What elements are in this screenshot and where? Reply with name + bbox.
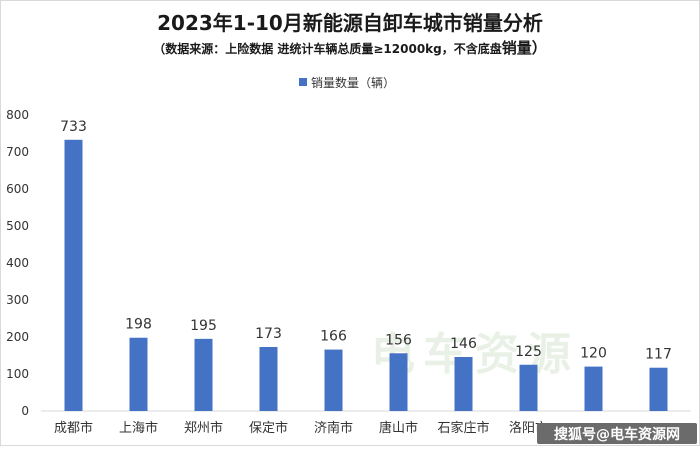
y-tick-label: 0 [21, 404, 29, 418]
chart-subtitle-part2: 销量） [502, 39, 547, 57]
chart-subtitle-part1: （数据来源：上险数据 进统计车辆总质量≥12000kg，不含底盘 [153, 41, 502, 56]
category-labels: 成都市 上海市 郑州市 保定市 济南市 唐山市 石家庄市 洛阳市 [54, 420, 548, 436]
y-tick-label: 300 [6, 293, 29, 307]
x-tick-label: 郑州市 [184, 420, 223, 436]
y-axis-ticks: 0 100 200 300 400 500 600 700 800 [6, 108, 29, 418]
bar [194, 338, 213, 411]
x-tick-label: 上海市 [119, 420, 158, 436]
x-tick-label: 成都市 [54, 420, 93, 436]
y-tick-label: 500 [6, 219, 29, 233]
data-label: 117 [645, 347, 672, 363]
x-tick-label: 石家庄市 [437, 420, 489, 436]
bar [389, 353, 408, 411]
legend: 销量数量（辆） [299, 75, 395, 90]
y-tick-label: 800 [6, 108, 29, 122]
bar [129, 337, 148, 411]
data-label: 125 [515, 344, 542, 360]
x-tick-label: 济南市 [314, 420, 353, 436]
y-tick-label: 600 [6, 182, 29, 196]
legend-label: 销量数量（辆） [311, 75, 395, 90]
data-labels: 733 198 195 173 166 156 146 125 120 117 [60, 119, 672, 363]
chart-subtitle: （数据来源：上险数据 进统计车辆总质量≥12000kg，不含底盘销量） [153, 39, 547, 57]
y-tick-label: 700 [6, 145, 29, 159]
data-label: 195 [190, 318, 217, 334]
bar [454, 356, 473, 411]
data-label: 173 [255, 326, 282, 342]
y-tick-label: 100 [6, 367, 29, 381]
data-label: 120 [580, 346, 607, 362]
x-tick-label: 唐山市 [379, 420, 418, 436]
data-label: 733 [60, 119, 87, 135]
credit-badge: 搜狐号@电车资源网 [537, 423, 697, 444]
credit-text: 搜狐号@电车资源网 [554, 426, 680, 443]
credit-background [537, 423, 697, 444]
y-tick-label: 400 [6, 256, 29, 270]
bar [519, 364, 538, 411]
bar [64, 139, 83, 412]
bar-series [64, 139, 668, 412]
data-label: 198 [125, 317, 152, 333]
chart-title: 2023年1-10月新能源自卸车城市销量分析 [157, 11, 543, 35]
data-label: 166 [320, 329, 347, 345]
data-label: 146 [450, 336, 477, 352]
bar [324, 349, 343, 411]
bar [259, 346, 278, 411]
bar [584, 366, 603, 411]
bar [649, 367, 668, 411]
x-tick-label: 保定市 [249, 420, 288, 436]
y-tick-label: 200 [6, 330, 29, 344]
data-label: 156 [385, 332, 412, 348]
legend-swatch [299, 78, 307, 86]
